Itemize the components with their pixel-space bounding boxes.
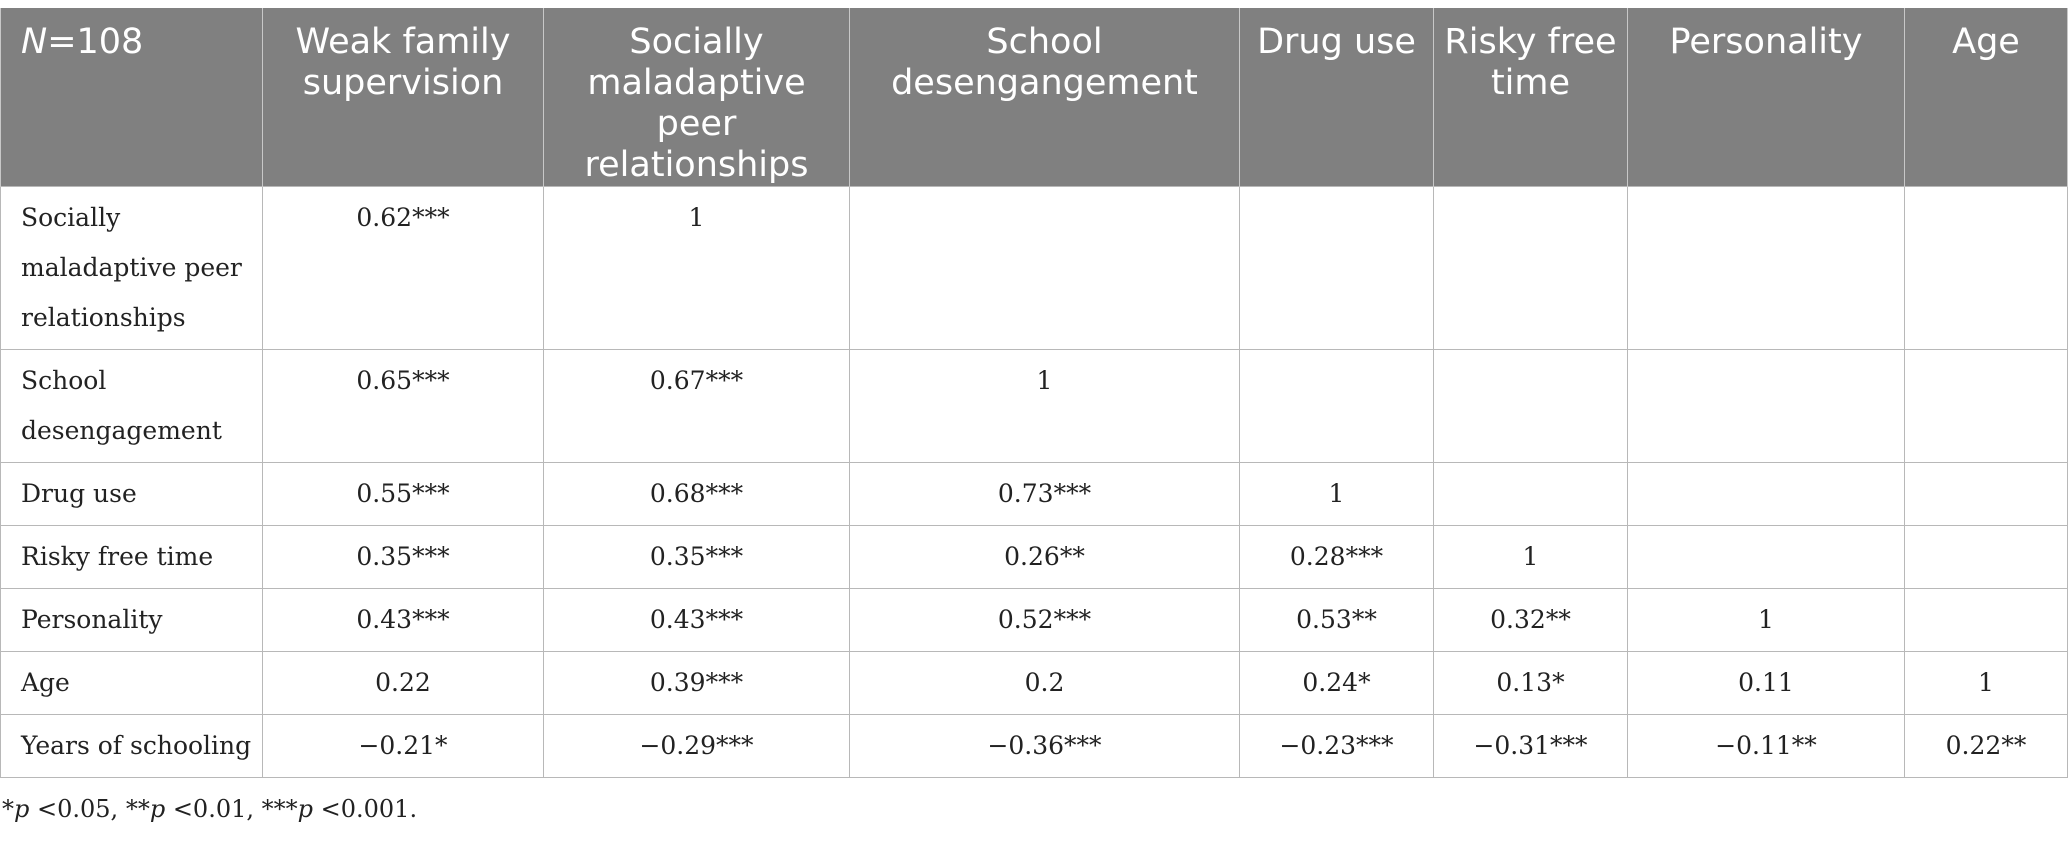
column-header: Age — [1904, 8, 2068, 187]
table-cell — [1433, 462, 1628, 526]
footnote-stars: *** — [261, 795, 298, 823]
table-cell — [1904, 525, 2068, 589]
footnote-p-symbol: p — [149, 795, 166, 823]
sample-size-symbol: N — [21, 22, 48, 62]
table-cell — [1433, 186, 1628, 350]
row-label: Age — [0, 651, 263, 715]
table-cell: 0.68*** — [543, 462, 850, 526]
table-row: Risky free time 0.35*** 0.35*** 0.26** 0… — [0, 525, 2068, 589]
table-cell — [1904, 186, 2068, 350]
table-cell — [1904, 462, 2068, 526]
table-cell: 0.39*** — [543, 651, 850, 715]
footnote-stars: * — [2, 795, 14, 823]
significance-footnote: *p <0.05, **p <0.01, ***p <0.001. — [2, 795, 417, 823]
table-cell: −0.31*** — [1433, 714, 1628, 778]
table-cell: 0.65*** — [262, 349, 544, 463]
footnote-p-symbol: p — [297, 795, 313, 823]
table-cell: 0.52*** — [849, 588, 1240, 652]
table-cell: 1 — [1433, 525, 1628, 589]
table-cell: 0.67*** — [543, 349, 850, 463]
table-row: Personality 0.43*** 0.43*** 0.52*** 0.53… — [0, 588, 2068, 652]
row-label: Socially maladaptive peer relationships — [0, 186, 263, 350]
table-row: Socially maladaptive peer relationships … — [0, 186, 2068, 350]
row-label: School desengagement — [0, 349, 263, 463]
table-cell: −0.36*** — [849, 714, 1240, 778]
table-cell: 1 — [1239, 462, 1434, 526]
table-cell: 0.2 — [849, 651, 1240, 715]
table-cell: 0.11 — [1627, 651, 1905, 715]
column-header: Personality — [1627, 8, 1905, 187]
table-cell — [1627, 186, 1905, 350]
table-cell: 0.35*** — [543, 525, 850, 589]
table-cell — [1627, 525, 1905, 589]
table-cell: 0.22 — [262, 651, 544, 715]
footnote-stars: ** — [125, 795, 150, 823]
table-cell: 1 — [849, 349, 1240, 463]
column-header: Risky free time — [1433, 8, 1628, 187]
column-header: School desengangement — [849, 8, 1240, 187]
sample-size-value: =108 — [47, 22, 144, 62]
table-cell: 0.26** — [849, 525, 1240, 589]
table-cell: 0.43*** — [543, 588, 850, 652]
table-cell — [1627, 349, 1905, 463]
table-cell: −0.23*** — [1239, 714, 1434, 778]
table-cell — [1239, 186, 1434, 350]
table-cell: 0.22** — [1904, 714, 2068, 778]
table-cell — [1627, 462, 1905, 526]
table-header-row: N=108 Weak family supervision Socially m… — [0, 8, 2068, 187]
table-cell: 0.43*** — [262, 588, 544, 652]
column-header: Weak family supervision — [262, 8, 544, 187]
table-cell — [1904, 588, 2068, 652]
table-cell: 0.35*** — [262, 525, 544, 589]
table-cell: 1 — [1904, 651, 2068, 715]
table-cell: −0.29*** — [543, 714, 850, 778]
row-label: Drug use — [0, 462, 263, 526]
table-cell: 0.24* — [1239, 651, 1434, 715]
row-label: Years of schooling — [0, 714, 263, 778]
table-cell: 1 — [543, 186, 850, 350]
table-row: School desengagement 0.65*** 0.67*** 1 — [0, 349, 2068, 463]
row-label: Risky free time — [0, 525, 263, 589]
table-cell: 0.32** — [1433, 588, 1628, 652]
sample-size-header: N=108 — [0, 8, 263, 187]
correlation-table: N=108 Weak family supervision Socially m… — [0, 8, 2068, 778]
table-cell: 0.28*** — [1239, 525, 1434, 589]
table-cell: 0.55*** — [262, 462, 544, 526]
column-header: Drug use — [1239, 8, 1434, 187]
table-cell: −0.21* — [262, 714, 544, 778]
table-cell: 0.13* — [1433, 651, 1628, 715]
footnote-threshold: <0.001. — [313, 795, 418, 823]
table-cell: −0.11** — [1627, 714, 1905, 778]
table-cell: 0.53** — [1239, 588, 1434, 652]
table-row: Years of schooling −0.21* −0.29*** −0.36… — [0, 714, 2068, 778]
correlation-table-container: N=108 Weak family supervision Socially m… — [0, 8, 2068, 778]
table-cell: 1 — [1627, 588, 1905, 652]
footnote-p-symbol: p — [14, 795, 30, 823]
table-cell: 0.62*** — [262, 186, 544, 350]
row-label: Personality — [0, 588, 263, 652]
table-cell — [849, 186, 1240, 350]
table-cell — [1904, 349, 2068, 463]
column-header: Socially maladaptive peer relationships — [543, 8, 850, 187]
footnote-threshold: <0.05, — [29, 795, 126, 823]
table-row: Age 0.22 0.39*** 0.2 0.24* 0.13* 0.11 1 — [0, 651, 2068, 715]
table-cell — [1433, 349, 1628, 463]
footnote-threshold: <0.01, — [165, 795, 262, 823]
table-cell — [1239, 349, 1434, 463]
table-row: Drug use 0.55*** 0.68*** 0.73*** 1 — [0, 462, 2068, 526]
table-cell: 0.73*** — [849, 462, 1240, 526]
